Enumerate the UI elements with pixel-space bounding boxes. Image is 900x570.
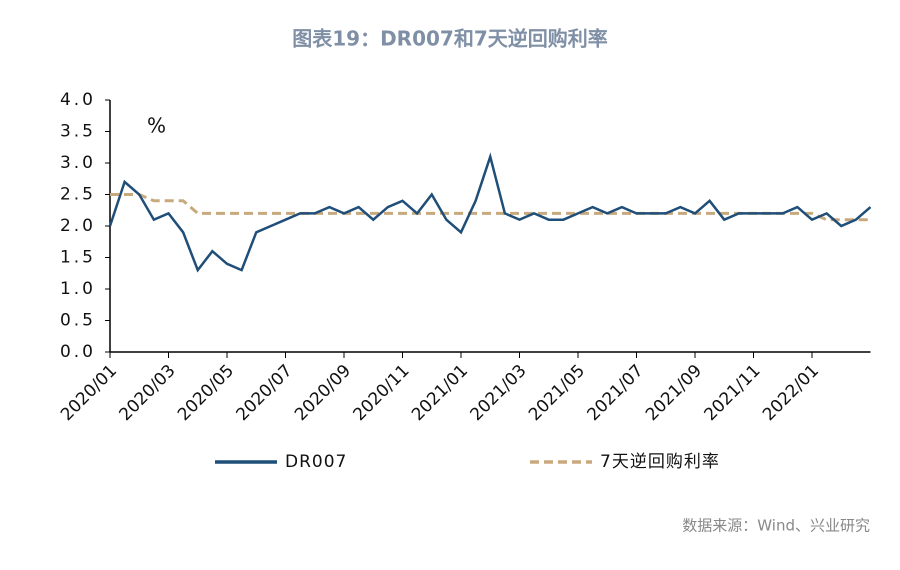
x-tick-label: 2020/11 (349, 361, 413, 425)
x-tick-label: 2021/09 (642, 361, 706, 425)
x-tick-label: 2021/11 (700, 361, 764, 425)
data-line (108, 152, 872, 273)
x-tick-label: 2020/07 (232, 361, 296, 425)
y-tick-label: 2.5 (60, 185, 96, 205)
y-tick-label: 2.0 (60, 216, 96, 236)
data-line (110, 193, 871, 222)
y-tick-label: 1.5 (60, 248, 96, 268)
x-tick-label: 2021/05 (525, 361, 589, 425)
legend-label: DR007 (285, 452, 347, 472)
x-tick-label: 2020/05 (174, 361, 238, 425)
x-tick-label: 2021/01 (408, 361, 472, 425)
x-tick-label: 2021/03 (466, 361, 530, 425)
y-tick-label: 3.0 (60, 153, 96, 173)
x-tick-label: 2021/07 (583, 361, 647, 425)
x-tick-label: 2020/03 (115, 361, 179, 425)
y-axis-label: % (147, 114, 166, 138)
y-tick-label: 0.0 (60, 342, 96, 362)
x-tick-label: 2022/01 (759, 361, 823, 425)
y-tick-label: 1.0 (60, 279, 96, 299)
legend-label: 7天逆回购利率 (600, 452, 720, 472)
source-note: 数据来源：Wind、兴业研究 (682, 517, 870, 535)
y-tick-label: 0.5 (60, 311, 96, 331)
x-tick-label: 2020/01 (57, 361, 121, 425)
x-tick-label: 2020/09 (291, 361, 355, 425)
y-tick-label: 4.0 (60, 90, 96, 110)
y-tick-label: 3.5 (60, 122, 96, 142)
chart-title: 图表19：DR007和7天逆回购利率 (292, 27, 608, 51)
